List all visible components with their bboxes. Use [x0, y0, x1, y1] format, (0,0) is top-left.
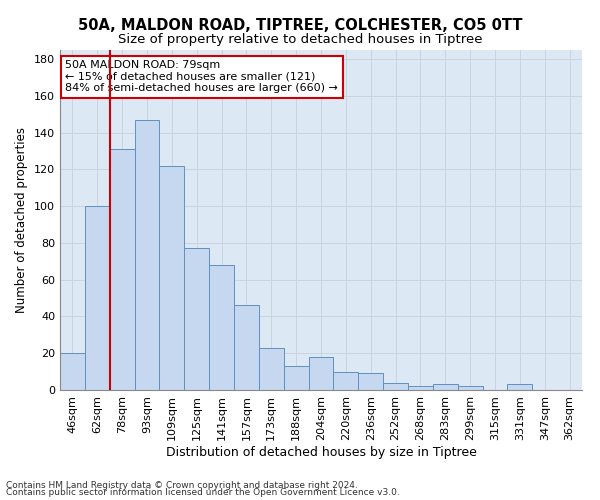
Text: 50A MALDON ROAD: 79sqm
← 15% of detached houses are smaller (121)
84% of semi-de: 50A MALDON ROAD: 79sqm ← 15% of detached…: [65, 60, 338, 94]
Bar: [508, 384, 532, 390]
Bar: [160, 166, 184, 390]
Bar: [383, 382, 408, 390]
Bar: [259, 348, 284, 390]
Bar: [209, 265, 234, 390]
Bar: [85, 206, 110, 390]
Bar: [433, 384, 458, 390]
Text: Size of property relative to detached houses in Tiptree: Size of property relative to detached ho…: [118, 32, 482, 46]
Bar: [308, 357, 334, 390]
Bar: [358, 374, 383, 390]
Bar: [408, 386, 433, 390]
Bar: [284, 366, 308, 390]
Bar: [60, 353, 85, 390]
Bar: [234, 306, 259, 390]
Bar: [184, 248, 209, 390]
Text: Contains public sector information licensed under the Open Government Licence v3: Contains public sector information licen…: [6, 488, 400, 497]
Bar: [110, 149, 134, 390]
Bar: [334, 372, 358, 390]
Bar: [458, 386, 482, 390]
Y-axis label: Number of detached properties: Number of detached properties: [16, 127, 28, 313]
X-axis label: Distribution of detached houses by size in Tiptree: Distribution of detached houses by size …: [166, 446, 476, 458]
Bar: [134, 120, 160, 390]
Text: 50A, MALDON ROAD, TIPTREE, COLCHESTER, CO5 0TT: 50A, MALDON ROAD, TIPTREE, COLCHESTER, C…: [78, 18, 522, 32]
Text: Contains HM Land Registry data © Crown copyright and database right 2024.: Contains HM Land Registry data © Crown c…: [6, 480, 358, 490]
